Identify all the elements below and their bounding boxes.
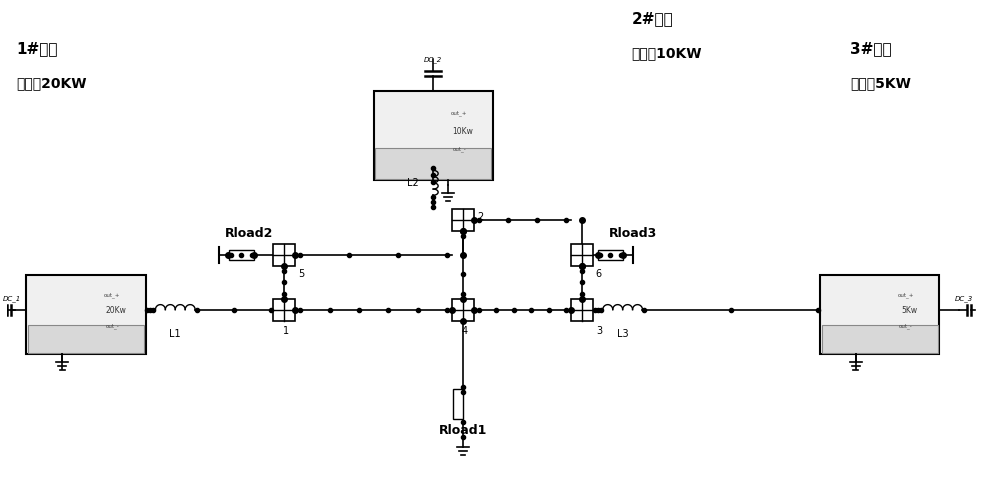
Text: Rload2: Rload2 (224, 227, 273, 240)
Text: out_-: out_- (899, 324, 913, 329)
Text: 4: 4 (462, 325, 468, 336)
Text: out_+: out_+ (451, 110, 468, 116)
Text: 3#电源: 3#电源 (850, 41, 891, 56)
Text: DC_1: DC_1 (2, 295, 21, 301)
Text: DC_2: DC_2 (424, 56, 442, 63)
Text: out_-: out_- (105, 324, 119, 329)
Text: 容量：10KW: 容量：10KW (632, 46, 702, 60)
Bar (598, 250, 623, 260)
Text: 2: 2 (477, 212, 483, 222)
Text: L3: L3 (617, 329, 628, 339)
Text: 5: 5 (298, 269, 305, 279)
Bar (452, 299, 474, 321)
Bar (273, 244, 295, 266)
Bar (374, 91, 493, 180)
Text: 1: 1 (283, 325, 289, 336)
Text: 3: 3 (596, 325, 602, 336)
Text: Rload1: Rload1 (439, 424, 487, 437)
Text: 5Kw: 5Kw (901, 306, 917, 315)
Bar (229, 250, 254, 260)
Text: 2#电源: 2#电源 (632, 12, 673, 26)
Bar (822, 325, 938, 353)
Text: 容量：5KW: 容量：5KW (850, 76, 911, 90)
Bar (375, 147, 491, 179)
Bar (452, 209, 474, 231)
Bar (273, 299, 295, 321)
Bar (453, 389, 463, 419)
Text: out_+: out_+ (898, 292, 914, 298)
Text: 容量：20KW: 容量：20KW (17, 76, 87, 90)
Bar (571, 299, 593, 321)
Text: Rload3: Rload3 (608, 227, 657, 240)
Bar (571, 244, 593, 266)
Text: 10Kw: 10Kw (453, 127, 473, 136)
Bar (28, 325, 144, 353)
Bar (820, 275, 939, 354)
Text: 20Kw: 20Kw (105, 306, 126, 315)
Text: out_+: out_+ (104, 292, 120, 298)
Text: 6: 6 (596, 269, 602, 279)
Text: L1: L1 (169, 329, 181, 339)
Text: out_-: out_- (453, 146, 466, 152)
Text: DC_3: DC_3 (955, 295, 973, 301)
Text: 1#电源: 1#电源 (17, 41, 58, 56)
Text: L2: L2 (407, 179, 418, 188)
Bar (26, 275, 146, 354)
